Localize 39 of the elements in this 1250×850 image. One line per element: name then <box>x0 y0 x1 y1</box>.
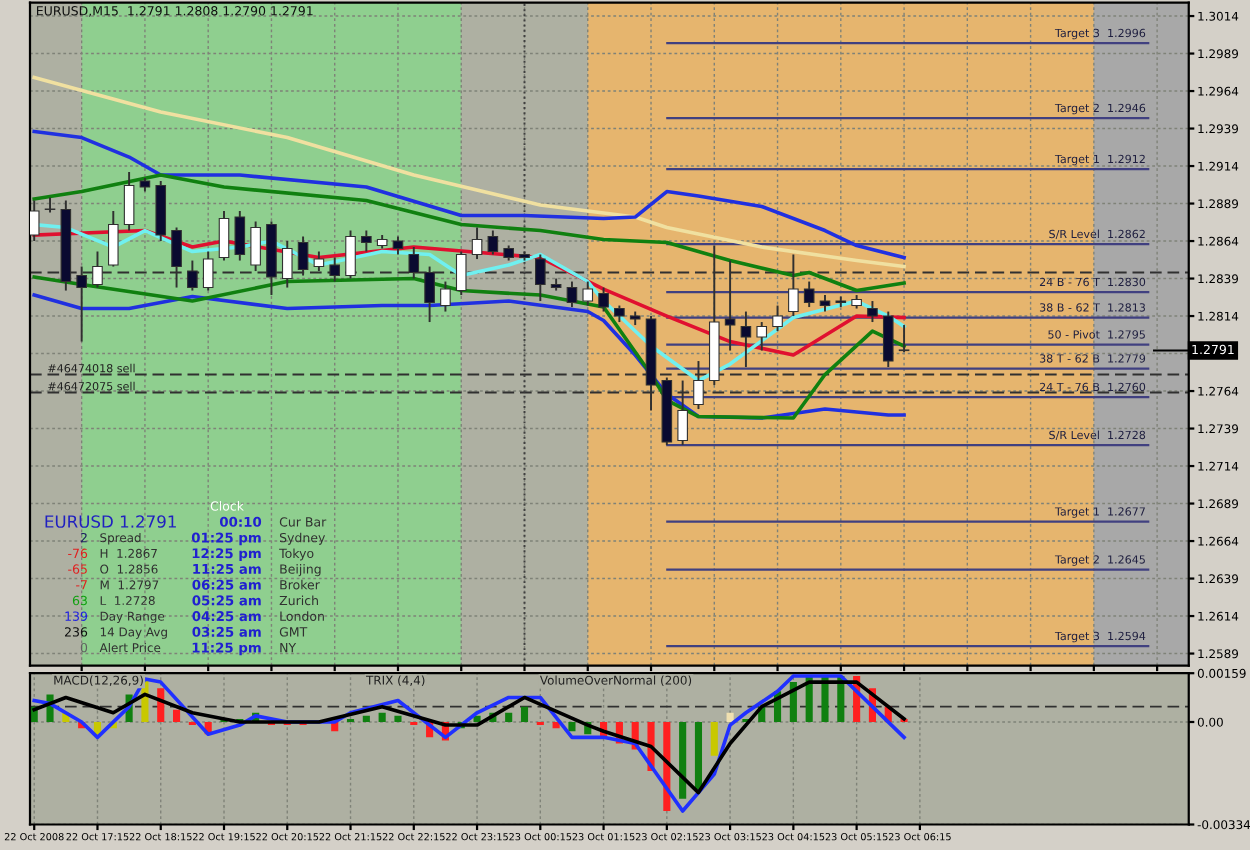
bar <box>473 715 481 722</box>
candlestick <box>882 310 894 369</box>
candlestick <box>566 280 578 309</box>
candlestick <box>740 310 752 369</box>
candlestick <box>471 226 483 261</box>
candlestick <box>487 229 499 256</box>
bar <box>568 722 576 732</box>
candlestick <box>123 171 135 232</box>
bar <box>378 712 386 722</box>
candlestick <box>44 196 56 214</box>
candlestick <box>772 304 783 333</box>
candlestick <box>598 286 609 313</box>
bar <box>679 722 687 799</box>
candlestick <box>582 280 594 307</box>
candlestick <box>867 300 878 324</box>
line-series <box>32 674 906 813</box>
bar <box>726 712 734 722</box>
bar <box>173 709 181 722</box>
candlestick <box>218 210 230 262</box>
line-series <box>32 173 906 293</box>
candlestick <box>440 280 451 313</box>
candlestick <box>107 210 119 268</box>
candlestick <box>392 235 404 256</box>
candlestick <box>756 321 768 352</box>
bar <box>520 706 529 722</box>
line-series <box>32 129 906 260</box>
bar <box>394 715 402 722</box>
bar <box>505 712 513 722</box>
bar <box>694 722 703 790</box>
line-series <box>32 75 906 269</box>
candlestick <box>234 210 246 262</box>
candlestick <box>30 199 40 243</box>
bar <box>710 722 718 756</box>
candlestick <box>250 220 261 273</box>
annotation: EURUSD 1.2791 <box>45 515 176 528</box>
candlestick <box>361 229 372 253</box>
candlestick <box>803 280 815 309</box>
bar <box>362 715 370 722</box>
candlestick <box>898 324 910 354</box>
